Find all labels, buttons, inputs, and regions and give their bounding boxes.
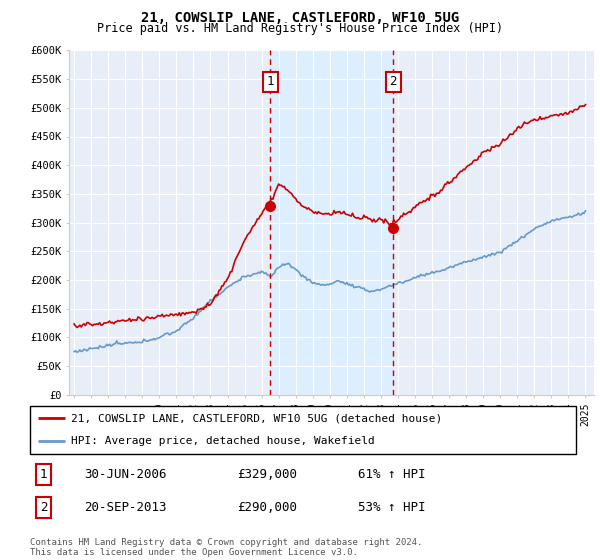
Text: 1: 1 xyxy=(40,468,47,481)
FancyBboxPatch shape xyxy=(30,406,576,454)
Text: 30-JUN-2006: 30-JUN-2006 xyxy=(85,468,167,481)
Text: Contains HM Land Registry data © Crown copyright and database right 2024.
This d: Contains HM Land Registry data © Crown c… xyxy=(30,538,422,557)
Text: 2: 2 xyxy=(389,76,397,88)
Text: Price paid vs. HM Land Registry's House Price Index (HPI): Price paid vs. HM Land Registry's House … xyxy=(97,22,503,35)
Text: 53% ↑ HPI: 53% ↑ HPI xyxy=(358,501,425,514)
Text: 61% ↑ HPI: 61% ↑ HPI xyxy=(358,468,425,481)
Bar xyxy=(270,50,393,395)
Text: £290,000: £290,000 xyxy=(238,501,298,514)
Text: 1: 1 xyxy=(266,76,274,88)
Text: 21, COWSLIP LANE, CASTLEFORD, WF10 5UG (detached house): 21, COWSLIP LANE, CASTLEFORD, WF10 5UG (… xyxy=(71,413,442,423)
Text: HPI: Average price, detached house, Wakefield: HPI: Average price, detached house, Wake… xyxy=(71,436,374,446)
Text: 2: 2 xyxy=(40,501,47,514)
Text: 20-SEP-2013: 20-SEP-2013 xyxy=(85,501,167,514)
Text: £329,000: £329,000 xyxy=(238,468,298,481)
Text: 21, COWSLIP LANE, CASTLEFORD, WF10 5UG: 21, COWSLIP LANE, CASTLEFORD, WF10 5UG xyxy=(141,11,459,25)
